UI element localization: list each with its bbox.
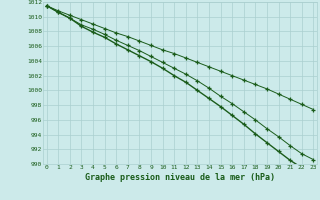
- X-axis label: Graphe pression niveau de la mer (hPa): Graphe pression niveau de la mer (hPa): [85, 173, 275, 182]
